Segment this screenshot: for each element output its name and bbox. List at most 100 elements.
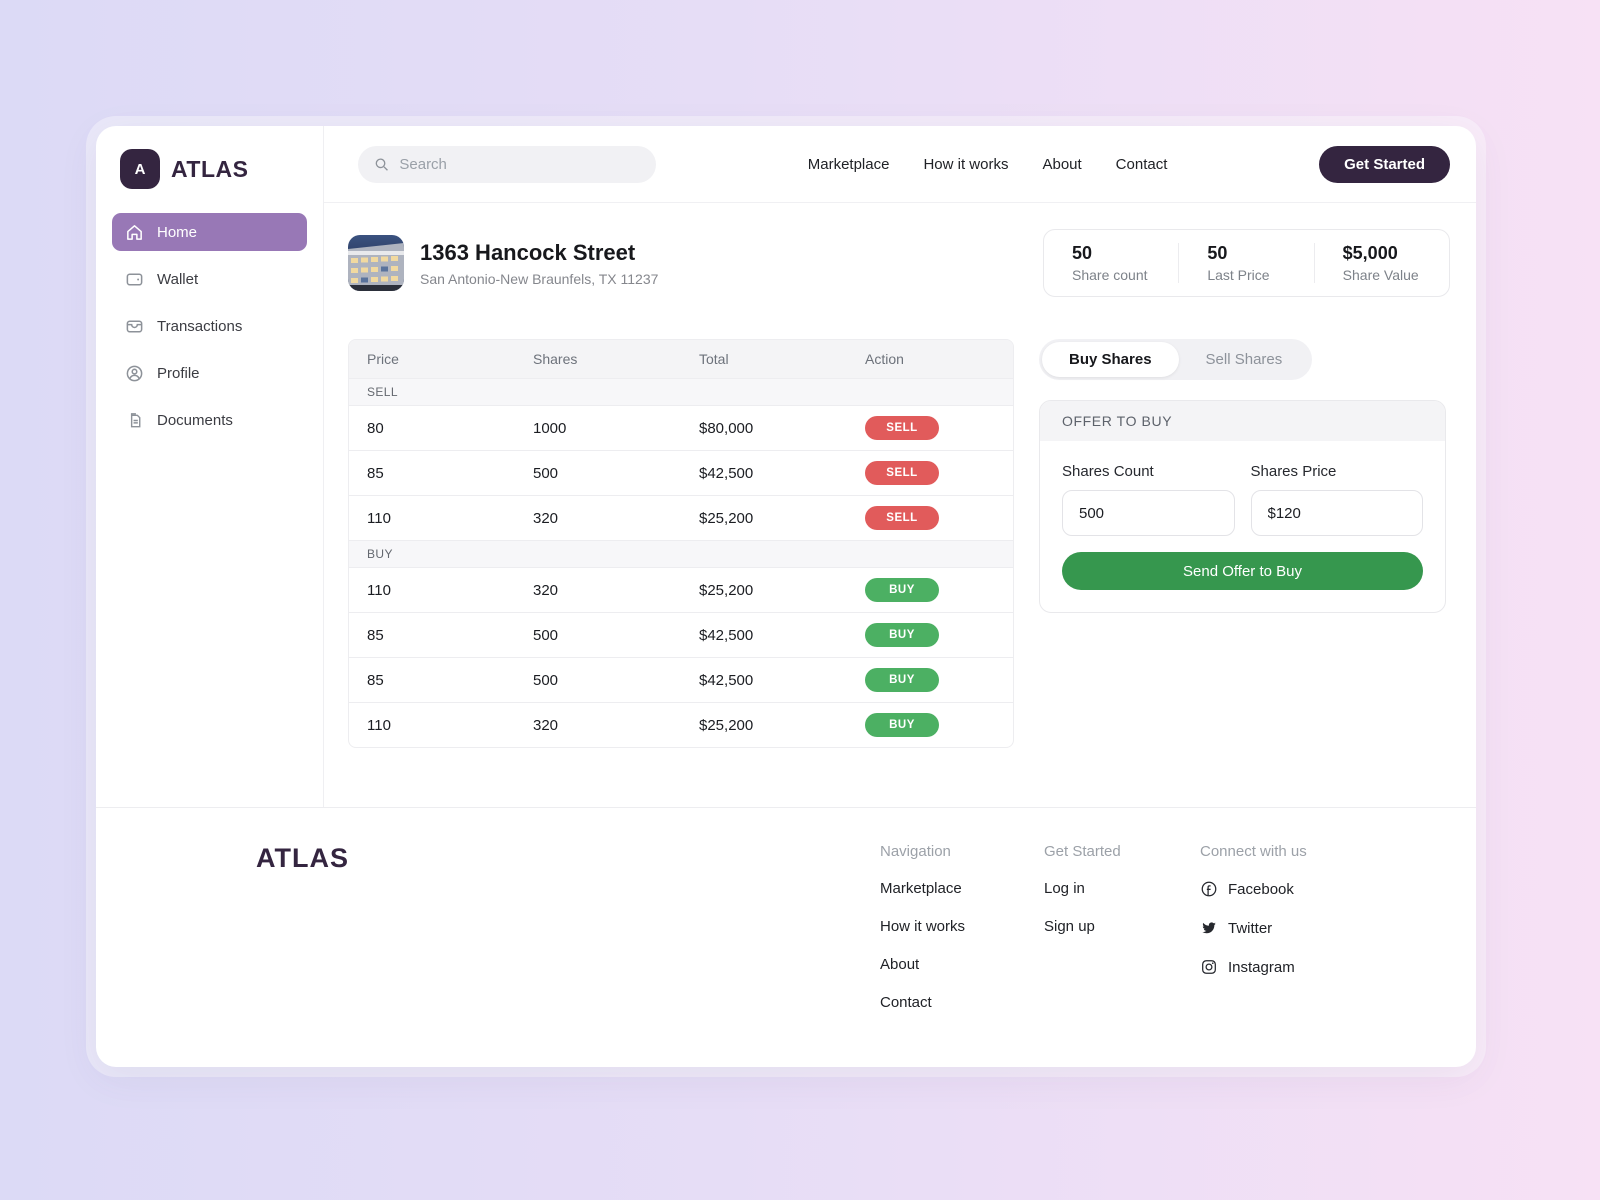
sell-button[interactable]: SELL bbox=[865, 416, 939, 440]
cell-shares: 320 bbox=[515, 702, 681, 747]
buy-button[interactable]: BUY bbox=[865, 623, 939, 647]
footer-link-how-it-works[interactable]: How it works bbox=[880, 918, 1044, 935]
field-shares-count: Shares Count bbox=[1062, 463, 1235, 536]
cell-shares: 320 bbox=[515, 567, 681, 613]
shares-price-input[interactable] bbox=[1250, 490, 1423, 536]
app-window: A ATLAS Home Wallet Transactions Profile Doc… bbox=[96, 126, 1476, 1067]
nav-link-how-it-works[interactable]: How it works bbox=[923, 155, 1009, 173]
footer: ATLAS Navigation Marketplace How it works A… bbox=[96, 807, 1476, 1067]
footer-column-connect-with-us: Connect with us Facebook Twitter Instagram bbox=[1200, 843, 1450, 1067]
top-nav: Marketplace How it works About Contact bbox=[656, 156, 1319, 173]
nav-link-contact[interactable]: Contact bbox=[1115, 155, 1168, 173]
cell-price: 85 bbox=[349, 450, 515, 496]
footer-link-label: Sign up bbox=[1044, 918, 1095, 935]
sidebar-item-transactions[interactable]: Transactions bbox=[112, 307, 307, 345]
cell-action: SELL bbox=[847, 495, 1013, 541]
cell-shares: 500 bbox=[515, 612, 681, 658]
cell-shares: 500 bbox=[515, 657, 681, 703]
stat-label: Share count bbox=[1072, 267, 1148, 283]
stat-label: Share Value bbox=[1342, 267, 1419, 283]
stat-share-count: 50 Share count bbox=[1044, 243, 1178, 283]
home-icon bbox=[125, 223, 144, 242]
buy-button[interactable]: BUY bbox=[865, 668, 939, 692]
cell-total: $25,200 bbox=[681, 702, 847, 747]
sidebar-item-profile[interactable]: Profile bbox=[112, 354, 307, 392]
wallet-icon bbox=[125, 270, 144, 289]
nav-link-marketplace[interactable]: Marketplace bbox=[807, 155, 890, 173]
column-header-action: Action bbox=[847, 340, 1013, 379]
tab-buy-shares[interactable]: Buy Shares bbox=[1042, 342, 1179, 377]
cell-price: 110 bbox=[349, 702, 515, 747]
footer-link-label: About bbox=[880, 956, 920, 973]
sidebar-item-label: Wallet bbox=[157, 270, 199, 288]
search-icon bbox=[374, 156, 389, 173]
table-row: 110 320 $25,200 BUY bbox=[349, 567, 1013, 613]
buy-button[interactable]: BUY bbox=[865, 713, 939, 737]
field-label: Shares Count bbox=[1062, 463, 1154, 480]
sidebar-item-wallet[interactable]: Wallet bbox=[112, 260, 307, 298]
property-location: San Antonio-New Braunfels, TX 11237 bbox=[420, 270, 659, 287]
sidebar-item-home[interactable]: Home bbox=[112, 213, 307, 251]
footer-link-facebook[interactable]: Facebook bbox=[1200, 880, 1450, 898]
cell-total: $42,500 bbox=[681, 450, 847, 496]
column-header-price: Price bbox=[349, 340, 515, 379]
orderbook-section-buy: BUY bbox=[349, 540, 1013, 568]
cell-action: BUY bbox=[847, 657, 1013, 703]
content-body: 1363 Hancock Street San Antonio-New Brau… bbox=[324, 203, 1476, 807]
footer-link-twitter[interactable]: Twitter bbox=[1200, 919, 1450, 937]
brand-logo-icon: A bbox=[120, 149, 160, 189]
offer-card: OFFER TO BUY Shares Count Shares Price Se… bbox=[1039, 400, 1446, 613]
send-offer-button[interactable]: Send Offer to Buy bbox=[1062, 552, 1423, 590]
cell-total: $42,500 bbox=[681, 612, 847, 658]
section-label: BUY bbox=[349, 540, 1013, 568]
footer-link-label: Twitter bbox=[1228, 919, 1273, 937]
sidebar: A ATLAS Home Wallet Transactions Profile Doc… bbox=[96, 126, 324, 807]
column-header-total: Total bbox=[681, 340, 847, 379]
cell-shares: 1000 bbox=[515, 405, 681, 451]
cell-action: SELL bbox=[847, 405, 1013, 451]
sidebar-item-label: Documents bbox=[157, 411, 233, 429]
footer-link-contact[interactable]: Contact bbox=[880, 994, 1044, 1011]
search-box[interactable] bbox=[358, 145, 656, 183]
profile-icon bbox=[125, 364, 144, 383]
sell-button[interactable]: SELL bbox=[865, 461, 939, 485]
footer-link-label: Facebook bbox=[1228, 880, 1294, 898]
get-started-button[interactable]: Get Started bbox=[1319, 145, 1450, 183]
tab-sell-shares[interactable]: Sell Shares bbox=[1179, 342, 1310, 377]
search-input[interactable] bbox=[399, 155, 640, 173]
sidebar-item-documents[interactable]: Documents bbox=[112, 401, 307, 439]
cell-price: 80 bbox=[349, 405, 515, 451]
footer-link-label: Instagram bbox=[1228, 958, 1295, 976]
column-header-shares: Shares bbox=[515, 340, 681, 379]
footer-link-log-in[interactable]: Log in bbox=[1044, 880, 1200, 897]
table-row: 85 500 $42,500 BUY bbox=[349, 657, 1013, 703]
orderbook-section-sell: SELL bbox=[349, 378, 1013, 406]
buy-sell-tabs: Buy Shares Sell Shares bbox=[1039, 339, 1313, 380]
footer-link-label: Log in bbox=[1044, 880, 1085, 897]
footer-link-sign-up[interactable]: Sign up bbox=[1044, 918, 1200, 935]
footer-link-marketplace[interactable]: Marketplace bbox=[880, 880, 1044, 897]
sell-button[interactable]: SELL bbox=[865, 506, 939, 530]
buy-button[interactable]: BUY bbox=[865, 578, 939, 602]
shares-count-input[interactable] bbox=[1062, 490, 1235, 536]
nav-link-about[interactable]: About bbox=[1042, 155, 1082, 173]
twitter-icon bbox=[1200, 919, 1218, 937]
stat-last-price: 50 Last Price bbox=[1178, 243, 1313, 283]
footer-column-heading: Navigation bbox=[880, 843, 951, 860]
cell-price: 85 bbox=[349, 612, 515, 658]
cell-price: 110 bbox=[349, 495, 515, 541]
offer-card-title: OFFER TO BUY bbox=[1040, 401, 1445, 441]
documents-icon bbox=[125, 411, 144, 430]
footer-link-label: Marketplace bbox=[880, 880, 962, 897]
sidebar-item-label: Transactions bbox=[157, 317, 243, 335]
sidebar-nav: Home Wallet Transactions Profile Documents bbox=[96, 207, 323, 454]
stats-card: 50 Share count 50 Last Price $5,000 Share Val… bbox=[1043, 229, 1450, 297]
footer-column-heading: Get Started bbox=[1044, 843, 1121, 860]
cell-price: 85 bbox=[349, 657, 515, 703]
cell-total: $25,200 bbox=[681, 495, 847, 541]
footer-link-instagram[interactable]: Instagram bbox=[1200, 958, 1450, 976]
cell-total: $42,500 bbox=[681, 657, 847, 703]
footer-link-about[interactable]: About bbox=[880, 956, 1044, 973]
cell-total: $80,000 bbox=[681, 405, 847, 451]
property-header: 1363 Hancock Street San Antonio-New Brau… bbox=[348, 235, 658, 291]
